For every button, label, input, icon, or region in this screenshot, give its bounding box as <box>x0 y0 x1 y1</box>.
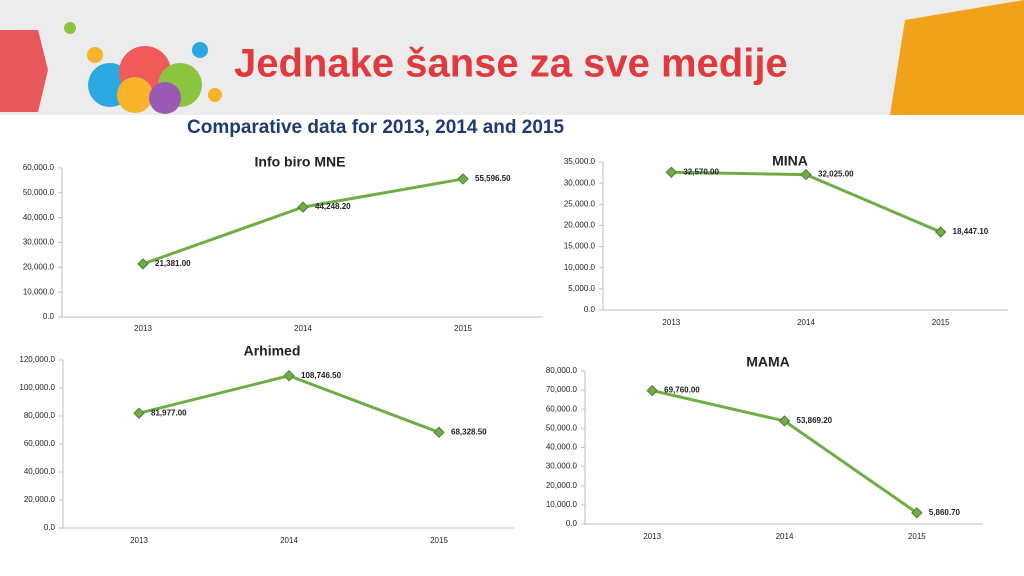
x-tick-label: 2015 <box>908 532 926 541</box>
chart-title: Info biro MNE <box>255 154 346 170</box>
x-tick-label: 2014 <box>776 532 794 541</box>
data-label: 21,381.00 <box>155 259 191 268</box>
data-marker <box>433 426 445 439</box>
icon-cloud <box>64 22 222 114</box>
y-tick-label: 20,000.0 <box>24 495 56 504</box>
y-tick-label: 0.0 <box>566 519 578 528</box>
y-tick-label: 5,000.0 <box>568 284 595 293</box>
data-marker <box>137 258 149 270</box>
x-tick-label: 2014 <box>294 324 312 333</box>
data-marker <box>800 168 812 181</box>
y-tick-label: 10,000.0 <box>23 287 55 296</box>
data-marker <box>934 226 947 238</box>
chart-title: Arhimed <box>244 343 301 359</box>
y-tick-label: 60,000.0 <box>23 163 55 172</box>
y-tick-label: 80,000.0 <box>546 366 578 375</box>
y-tick-label: 10,000.0 <box>564 263 596 272</box>
x-tick-label: 2013 <box>643 532 661 541</box>
y-tick-label: 70,000.0 <box>546 385 578 394</box>
x-tick-label: 2014 <box>280 536 298 545</box>
y-tick-label: 10,000.0 <box>546 500 578 509</box>
y-tick-label: 50,000.0 <box>23 188 55 197</box>
x-tick-label: 2015 <box>430 536 448 545</box>
data-marker <box>133 407 145 419</box>
y-tick-label: 20,000.0 <box>23 262 55 271</box>
y-tick-label: 60,000.0 <box>546 404 578 413</box>
y-tick-label: 0.0 <box>43 312 55 321</box>
y-tick-label: 80,000.0 <box>24 411 56 420</box>
data-line <box>671 170 942 234</box>
data-marker <box>778 415 791 427</box>
slide-subtitle: Comparative data for 2013, 2014 and 2015 <box>187 117 564 138</box>
y-tick-label: 0.0 <box>584 305 596 314</box>
y-tick-label: 35,000.0 <box>564 157 596 166</box>
data-marker <box>911 507 923 519</box>
y-tick-label: 120,000.0 <box>19 355 55 364</box>
x-tick-label: 2013 <box>662 318 680 327</box>
banner-accent <box>0 30 48 112</box>
data-line <box>138 374 440 434</box>
data-marker <box>297 201 309 213</box>
y-tick-label: 30,000.0 <box>546 462 578 471</box>
banner-title: Jednake šanse za sve medije <box>234 42 788 86</box>
y-tick-label: 40,000.0 <box>24 467 56 476</box>
data-label: 81,977.00 <box>151 408 187 417</box>
x-tick-label: 2013 <box>130 536 148 545</box>
data-label: 5,860.70 <box>929 508 961 517</box>
data-marker <box>665 166 678 178</box>
y-tick-label: 20,000.0 <box>564 221 596 230</box>
data-label: 69,760.00 <box>664 386 700 395</box>
y-tick-label: 100,000.0 <box>19 383 55 392</box>
y-tick-label: 20,000.0 <box>546 481 578 490</box>
data-label: 18,447.10 <box>953 227 989 236</box>
x-tick-label: 2015 <box>932 318 950 327</box>
y-tick-label: 30,000.0 <box>564 178 596 187</box>
chart-title: MAMA <box>746 354 790 370</box>
y-tick-label: 40,000.0 <box>23 213 55 222</box>
data-marker <box>283 370 295 382</box>
x-tick-label: 2013 <box>134 324 152 333</box>
y-tick-label: 40,000.0 <box>546 443 578 452</box>
y-tick-label: 60,000.0 <box>24 439 56 448</box>
y-tick-label: 25,000.0 <box>564 199 596 208</box>
data-label: 32,570.00 <box>683 167 719 176</box>
data-label: 108,746.50 <box>301 371 342 380</box>
data-marker <box>457 173 469 185</box>
banner-image <box>890 0 1024 115</box>
data-label: 53,869.20 <box>797 416 833 425</box>
chart-title: MINA <box>772 153 808 169</box>
y-tick-label: 30,000.0 <box>23 238 55 247</box>
x-tick-label: 2015 <box>454 324 472 333</box>
data-line <box>651 389 918 515</box>
data-label: 68,328.50 <box>451 427 487 436</box>
data-label: 32,025.00 <box>818 170 854 179</box>
data-marker <box>646 384 658 397</box>
y-tick-label: 15,000.0 <box>564 242 596 251</box>
data-label: 55,596.50 <box>475 174 511 183</box>
data-label: 44,248.20 <box>315 202 351 211</box>
y-tick-label: 0.0 <box>44 523 56 532</box>
x-tick-label: 2014 <box>797 318 815 327</box>
data-line <box>142 177 464 266</box>
y-tick-label: 50,000.0 <box>546 423 578 432</box>
